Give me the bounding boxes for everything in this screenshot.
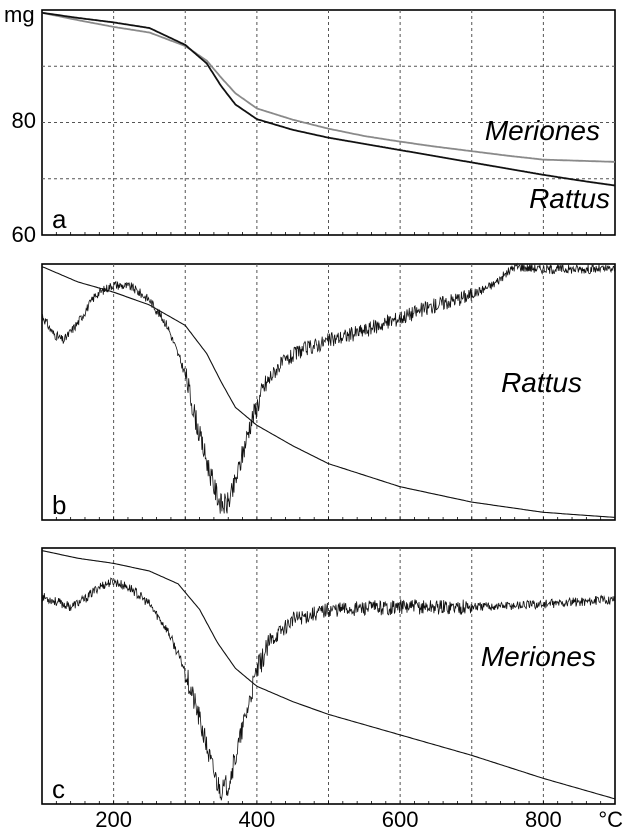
series-line-rattus: [41, 11, 616, 187]
legend-label-rattus: Rattus: [529, 183, 610, 214]
panel-letter: c: [52, 774, 65, 804]
x-tick-label: 400: [239, 807, 276, 832]
series-label-meriones: Meriones: [481, 641, 596, 672]
x-tick-label: 600: [382, 807, 419, 832]
dta-curve: [41, 262, 616, 514]
tg-curve: [41, 550, 616, 800]
series-label-rattus: Rattus: [501, 367, 582, 398]
x-tick-label: 800: [525, 807, 562, 832]
x-tick-label: 200: [95, 807, 132, 832]
panel-c: Meriones c 200 400 600 800 °C: [41, 547, 623, 832]
series-line-meriones: [41, 11, 616, 163]
y-tick-label: 60: [12, 222, 36, 247]
panel-letter: a: [52, 204, 67, 234]
y-tick-label: 80: [12, 108, 36, 133]
tg-curve: [41, 266, 616, 518]
y-unit-label: mg: [4, 2, 35, 27]
legend-label-meriones: Meriones: [485, 115, 600, 146]
panel-letter: b: [52, 490, 66, 520]
panel-b: Rattus b: [41, 262, 616, 521]
dta-curve: [41, 577, 616, 801]
panel-a: mg 80 60 a Meriones Rattus: [4, 2, 616, 247]
x-axis-unit: °C: [598, 807, 623, 832]
